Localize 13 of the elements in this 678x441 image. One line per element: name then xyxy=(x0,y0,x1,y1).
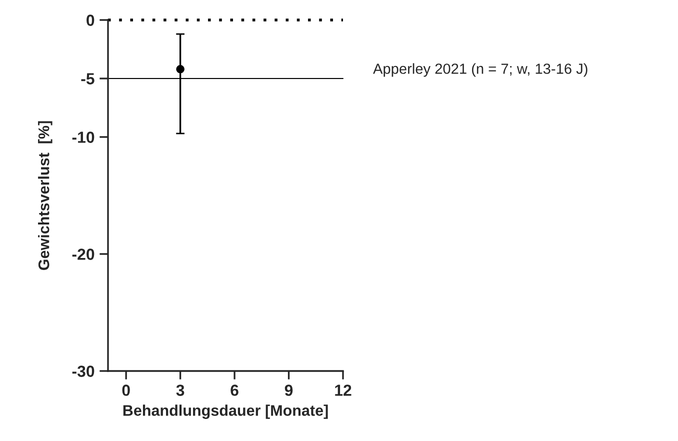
x-tick-label: 9 xyxy=(284,384,293,396)
x-tick-label: 0 xyxy=(122,384,130,396)
x-tick-label: 6 xyxy=(230,384,238,396)
text: Apperley 2021 (n = 7; w, 13-16 J) xyxy=(373,63,588,77)
x-axis-title: Behandlungsdauer [Monate] xyxy=(123,404,328,419)
y-tick-label: -30 xyxy=(72,366,94,377)
x-tick-label: 12 xyxy=(335,384,352,396)
y-tick-label: -5 xyxy=(81,73,94,84)
x-tick-label: 3 xyxy=(176,384,184,396)
y-tick-label: -20 xyxy=(72,248,94,260)
y-axis-title: Gewichtsverlust [%] xyxy=(38,121,52,270)
y-tick-label: 0 xyxy=(86,14,94,26)
y-tick-label: -10 xyxy=(72,132,94,143)
